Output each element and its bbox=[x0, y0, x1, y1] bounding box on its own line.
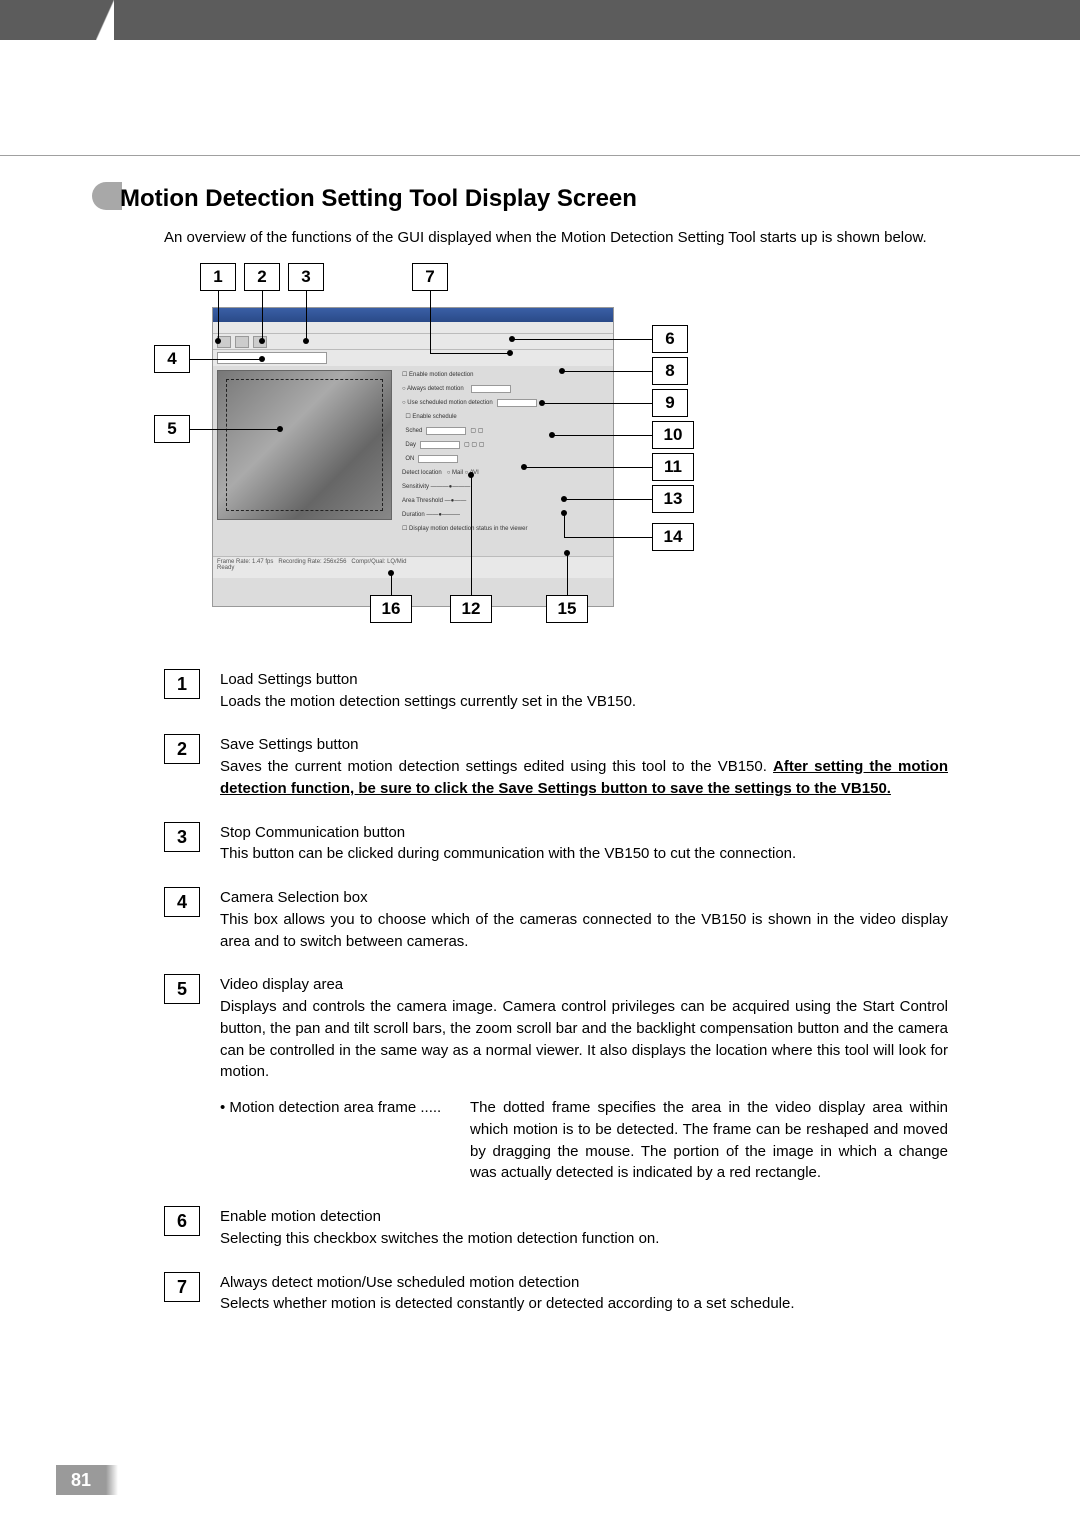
legend-entry: 1 Load Settings button Loads the motion … bbox=[164, 669, 948, 713]
legend-entry-title: Stop Communication button bbox=[220, 822, 948, 844]
legend-entry-number: 1 bbox=[164, 669, 200, 699]
page-number-fade bbox=[106, 1465, 118, 1495]
legend-entry-number: 5 bbox=[164, 974, 200, 1004]
legend-entry-number: 7 bbox=[164, 1272, 200, 1302]
legend-entry-text: Enable motion detection Selecting this c… bbox=[220, 1206, 948, 1250]
callout-10: 10 bbox=[652, 421, 694, 449]
legend-entry-body: This button can be clicked during commun… bbox=[220, 845, 796, 862]
header-bar bbox=[0, 0, 1080, 40]
callout-7: 7 bbox=[412, 263, 448, 291]
legend-entry-number: 3 bbox=[164, 822, 200, 852]
callout-12: 12 bbox=[450, 595, 492, 623]
legend-entry: 4 Camera Selection box This box allows y… bbox=[164, 887, 948, 952]
legend-entry-text: Always detect motion/Use scheduled motio… bbox=[220, 1272, 948, 1316]
legend-entry-body: Selects whether motion is detected const… bbox=[220, 1295, 795, 1312]
callout-11: 11 bbox=[652, 453, 694, 481]
horizontal-rule bbox=[0, 155, 1080, 156]
gui-screenshot-mock: ☐ Enable motion detection ○ Always detec… bbox=[212, 307, 614, 607]
header-tab-corner bbox=[96, 0, 114, 40]
callout-2: 2 bbox=[244, 263, 280, 291]
legend-entry-title: Always detect motion/Use scheduled motio… bbox=[220, 1272, 948, 1294]
legend-entry-text: Save Settings button Saves the current m… bbox=[220, 734, 948, 799]
legend-entry-title: Save Settings button bbox=[220, 734, 948, 756]
annotated-screenshot-diagram: ☐ Enable motion detection ○ Always detec… bbox=[154, 263, 824, 653]
legend-entry: 3 Stop Communication button This button … bbox=[164, 822, 948, 866]
legend-entry-text: Load Settings button Loads the motion de… bbox=[220, 669, 948, 713]
legend-entry-number: 6 bbox=[164, 1206, 200, 1236]
page-number-tab: 81 bbox=[56, 1465, 106, 1495]
callout-15: 15 bbox=[546, 595, 588, 623]
legend-entry-title: Video display area bbox=[220, 974, 948, 996]
legend-entry-title: Enable motion detection bbox=[220, 1206, 948, 1228]
legend-entry-title: Load Settings button bbox=[220, 669, 948, 691]
intro-paragraph: An overview of the functions of the GUI … bbox=[164, 227, 948, 249]
callout-4: 4 bbox=[154, 345, 190, 373]
legend-entry-text: Camera Selection box This box allows you… bbox=[220, 887, 948, 952]
legend-entry-body: This box allows you to choose which of t… bbox=[220, 911, 948, 950]
section-title: Motion Detection Setting Tool Display Sc… bbox=[108, 185, 948, 213]
legend-entry-body: Displays and controls the camera image. … bbox=[220, 998, 948, 1080]
legend-entry-bullet: • Motion detection area frame ..... The … bbox=[220, 1097, 948, 1184]
legend-entry-title: Camera Selection box bbox=[220, 887, 948, 909]
legend-entry-body: Loads the motion detection settings curr… bbox=[220, 693, 636, 710]
callout-16: 16 bbox=[370, 595, 412, 623]
callout-1: 1 bbox=[200, 263, 236, 291]
callout-14: 14 bbox=[652, 523, 694, 551]
legend-entry: 5 Video display area Displays and contro… bbox=[164, 974, 948, 1184]
legend-entries: 1 Load Settings button Loads the motion … bbox=[108, 669, 948, 1315]
legend-entry-text: Stop Communication button This button ca… bbox=[220, 822, 948, 866]
callout-3: 3 bbox=[288, 263, 324, 291]
bullet-lead: • Motion detection area frame ..... bbox=[220, 1097, 470, 1184]
legend-entry-body-lead: Saves the current motion detection setti… bbox=[220, 758, 773, 775]
legend-entry: 6 Enable motion detection Selecting this… bbox=[164, 1206, 948, 1250]
callout-6: 6 bbox=[652, 325, 688, 353]
legend-entry: 7 Always detect motion/Use scheduled mot… bbox=[164, 1272, 948, 1316]
callout-5: 5 bbox=[154, 415, 190, 443]
legend-entry-number: 2 bbox=[164, 734, 200, 764]
legend-entry: 2 Save Settings button Saves the current… bbox=[164, 734, 948, 799]
page-content: Motion Detection Setting Tool Display Sc… bbox=[108, 185, 948, 1315]
legend-entry-number: 4 bbox=[164, 887, 200, 917]
legend-entry-body: Selecting this checkbox switches the mot… bbox=[220, 1230, 659, 1247]
legend-entry-text: Video display area Displays and controls… bbox=[220, 974, 948, 1184]
callout-8: 8 bbox=[652, 357, 688, 385]
bullet-desc: The dotted frame specifies the area in t… bbox=[470, 1097, 948, 1184]
callout-9: 9 bbox=[652, 389, 688, 417]
callout-13: 13 bbox=[652, 485, 694, 513]
